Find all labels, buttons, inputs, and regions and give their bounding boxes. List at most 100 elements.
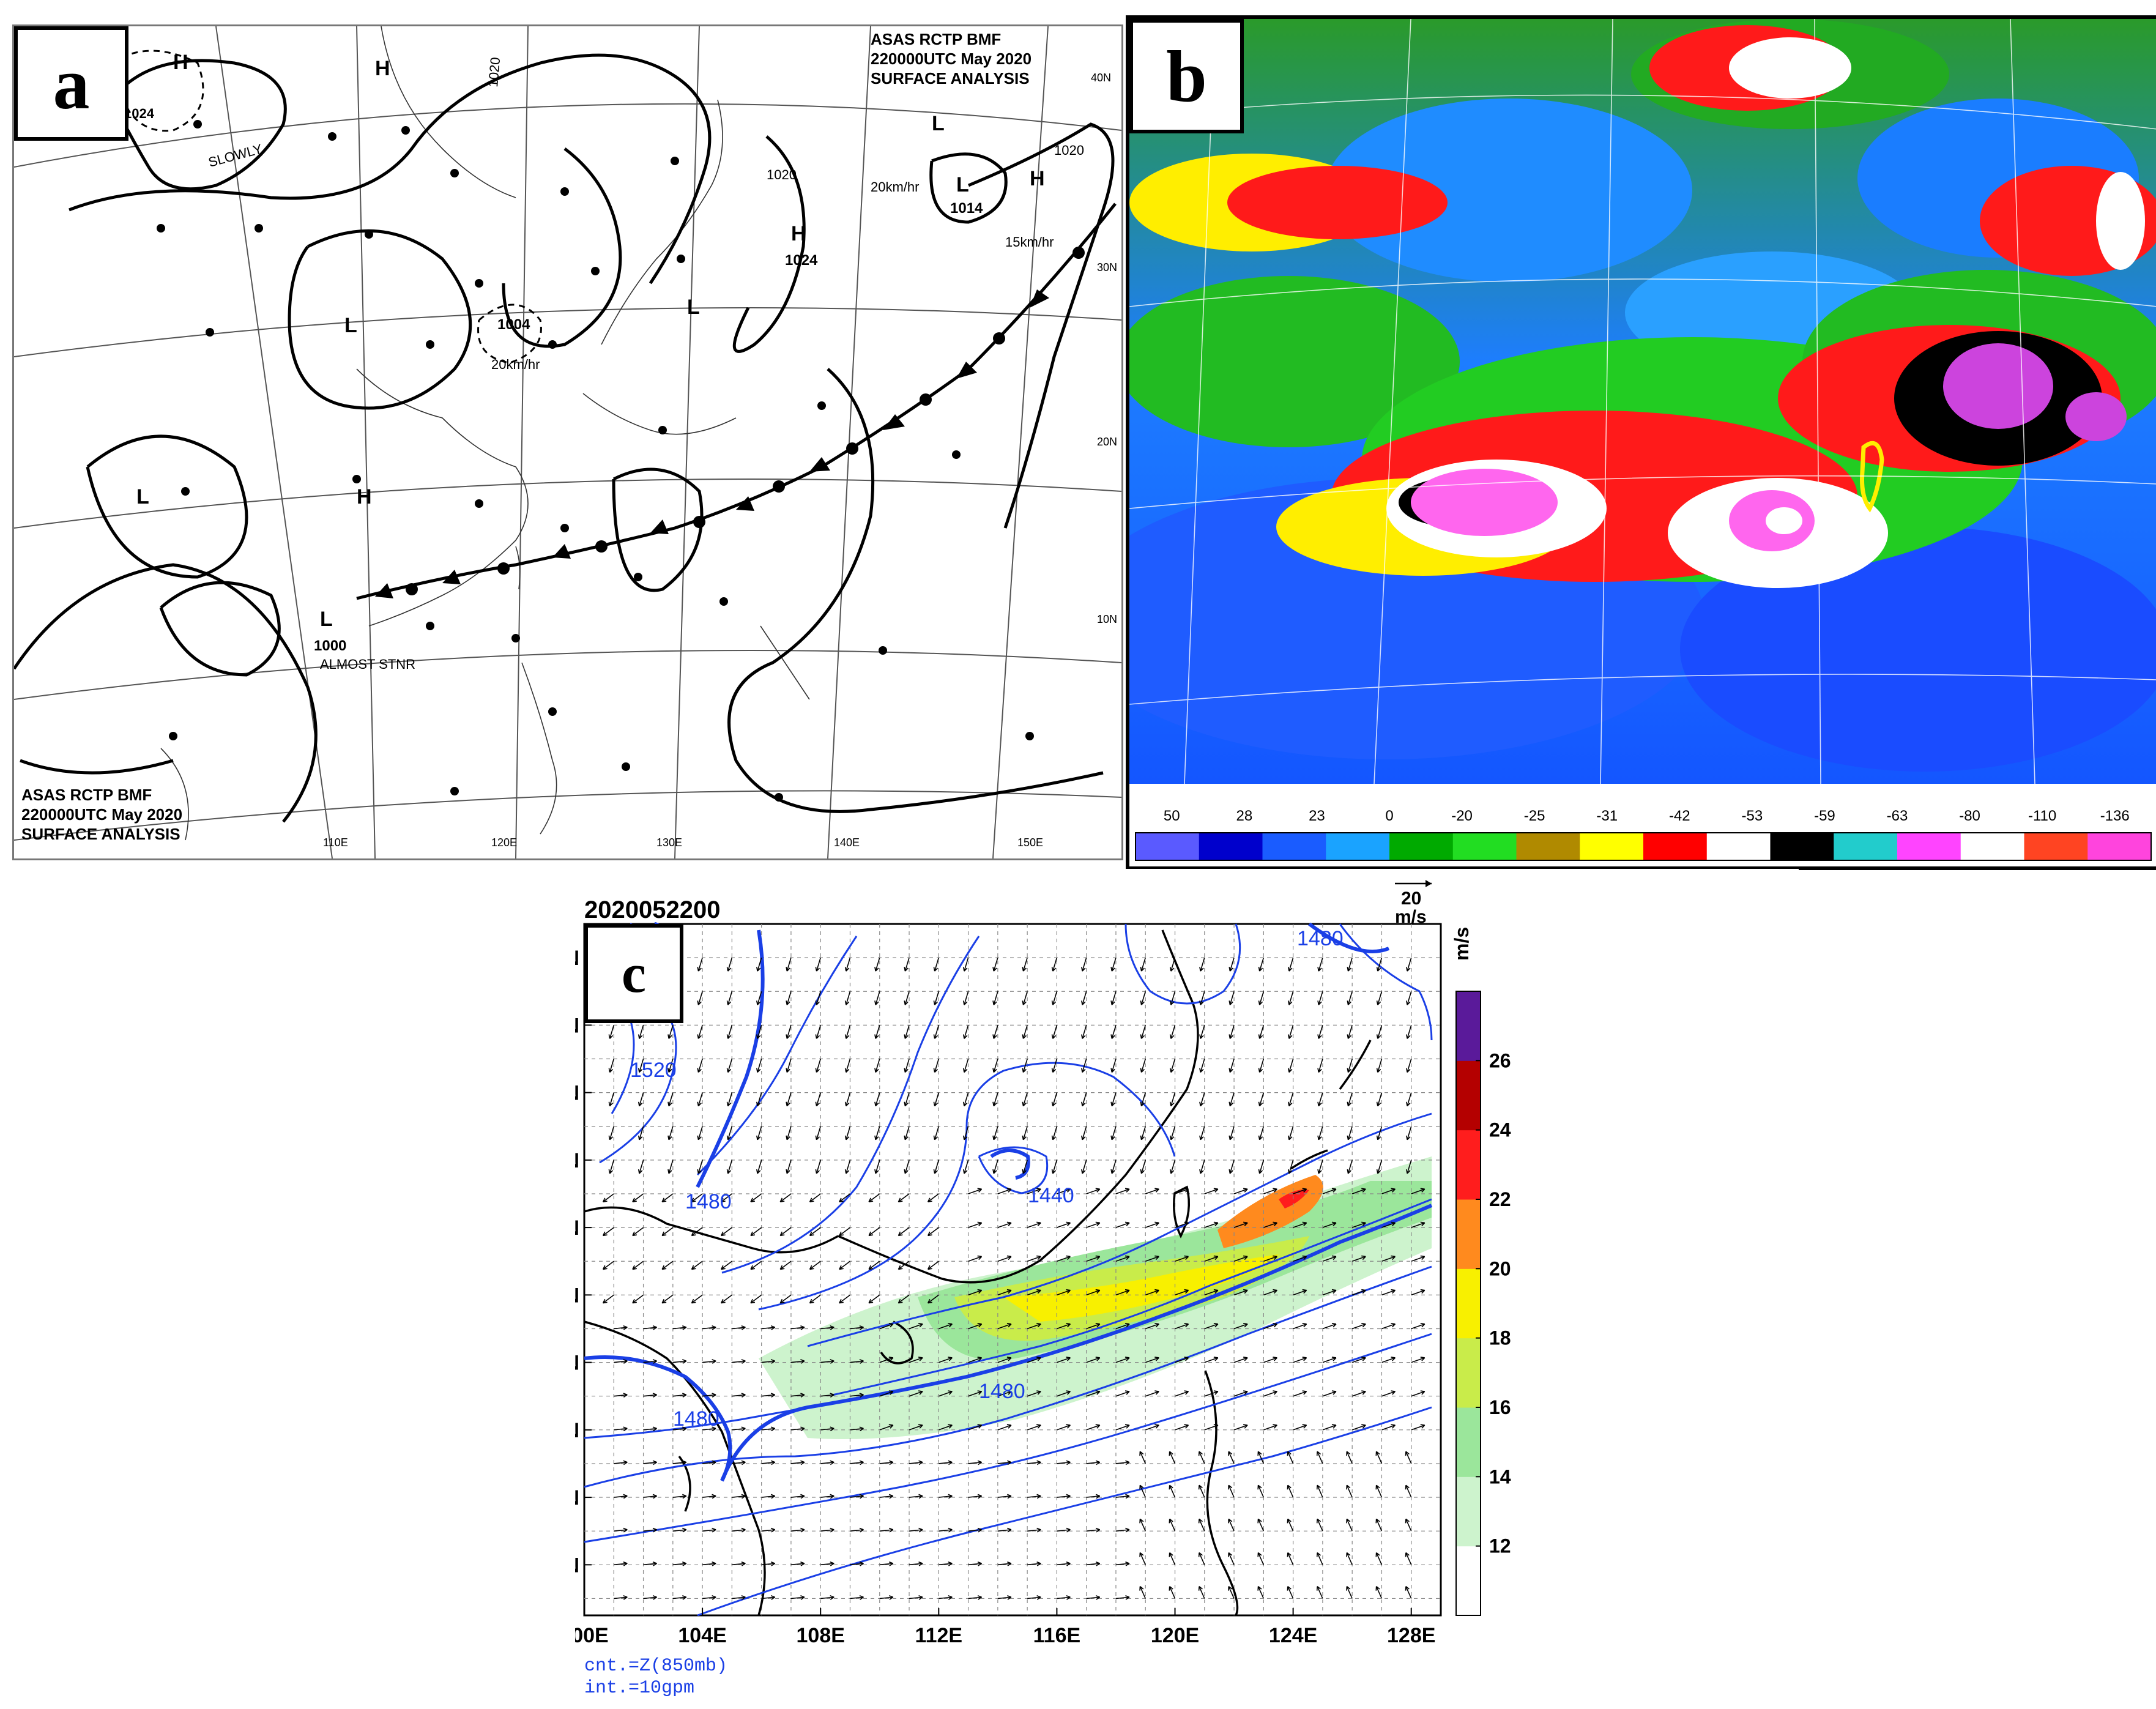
wind-arrow-head: [1036, 1188, 1041, 1190]
wind-arrow-head: [898, 1197, 901, 1202]
wind-arrow: [1022, 1059, 1028, 1073]
wind-arrow-head: [770, 1595, 775, 1598]
wind-arrow-head: [712, 1596, 716, 1600]
wind-arrow-head: [726, 1135, 729, 1140]
wind-arrow: [1317, 1519, 1323, 1532]
wind-arrow-head: [1036, 1357, 1041, 1358]
wind-arrow-head: [623, 1596, 628, 1600]
wind-arrow-head: [1022, 967, 1024, 972]
wind-arrow-head: [1051, 1101, 1054, 1106]
wind-arrow-head: [712, 1462, 716, 1465]
wind-arrow-head: [1244, 1188, 1248, 1193]
wind-arrow-head: [682, 1359, 687, 1362]
colorbar-segment: [1456, 1407, 1481, 1477]
wind-arrow: [1140, 1059, 1147, 1073]
wind-arrow: [1347, 1126, 1353, 1140]
wind-arrow-head: [830, 1462, 835, 1465]
wind-arrow-head: [1376, 1484, 1380, 1489]
wind-arrow: [1175, 1424, 1189, 1431]
wind-arrow: [997, 1256, 1012, 1262]
wind-arrow-head: [918, 1596, 923, 1600]
wind-arrow-head: [667, 1068, 670, 1073]
wind-arrow-head: [1331, 1357, 1337, 1358]
wind-arrow-head: [779, 1197, 783, 1202]
wind-arrow-head: [993, 1102, 997, 1107]
wind-arrow-head: [623, 1393, 628, 1396]
wind-arrow-head: [977, 1221, 982, 1224]
wind-arrow-head: [816, 1001, 820, 1005]
wind-arrow: [1318, 1160, 1323, 1174]
footer-line-3: SURFACE ANALYSIS: [21, 825, 180, 843]
wind-arrow-head: [1361, 1357, 1366, 1358]
center-l-1014: 1014: [950, 200, 983, 217]
wind-arrow: [820, 1563, 835, 1566]
wind-arrow: [1288, 1025, 1294, 1039]
wind-arrow-head: [1169, 1135, 1172, 1140]
wind-arrow: [898, 1260, 910, 1270]
wind-arrow-head: [1392, 1290, 1396, 1294]
wind-arrow-head: [727, 967, 732, 972]
wind-arrow-head: [1022, 1035, 1027, 1039]
wind-arrow: [997, 1563, 1011, 1566]
wind-arrow-head: [1303, 1256, 1307, 1260]
lat-tick-label: 26N: [575, 1149, 579, 1172]
colorbar-label: -25: [1524, 808, 1545, 824]
wind-arrow-head: [1139, 1451, 1144, 1455]
wind-arrow: [1057, 1324, 1071, 1330]
wind-arrow: [1204, 1424, 1219, 1431]
wind-arrow: [691, 1260, 703, 1270]
wind-arrow-head: [1007, 1596, 1012, 1600]
wind-arrow-head: [1199, 1451, 1203, 1455]
wind-arrow-head: [1259, 1102, 1263, 1107]
lat-label-40: 40N: [1091, 72, 1111, 84]
wind-arrow-head: [727, 1068, 732, 1073]
wind-arrow: [850, 1327, 864, 1330]
wind-arrow: [879, 1596, 893, 1599]
wind-arrow-head: [1362, 1424, 1366, 1429]
wind-arrow: [1375, 1451, 1383, 1464]
center-l-1004: 1004: [497, 316, 530, 333]
wind-arrow-head: [860, 1596, 864, 1600]
wind-arrow-head: [1288, 1170, 1293, 1174]
wind-arrow-head: [888, 1527, 894, 1530]
wind-arrow-head: [1229, 1170, 1233, 1174]
wind-arrow-head: [1082, 1102, 1086, 1107]
wind-arrow-head: [770, 1325, 775, 1328]
wind-arrow-head: [1228, 1518, 1233, 1522]
wind-arrow-head: [639, 1102, 643, 1107]
wind-arrow-head: [1392, 1324, 1396, 1328]
wind-arrow-head: [779, 1298, 783, 1303]
wind-arrow-head: [1273, 1221, 1277, 1224]
wind-arrow-head: [1124, 1188, 1130, 1190]
lat-tick-label: 20N: [575, 1352, 579, 1375]
wind-arrow: [1293, 1289, 1307, 1296]
wind-arrow-head: [1287, 1552, 1292, 1556]
lat-tick-label: 16N: [575, 1486, 579, 1510]
lat-label-20: 20N: [1097, 436, 1117, 448]
colorbar-label: 20: [1489, 1257, 1511, 1279]
wind-arrow-head: [1258, 1552, 1262, 1556]
wind-arrow-head: [1095, 1188, 1100, 1190]
wind-arrow: [643, 1529, 657, 1532]
wind-arrow: [1115, 1222, 1130, 1228]
wind-arrow-head: [816, 967, 820, 972]
wind-arrow-head: [1333, 1222, 1337, 1227]
wind-arrow-head: [1347, 1035, 1351, 1039]
lon-label-130: 130E: [656, 836, 682, 849]
wind-arrow-head: [948, 1596, 953, 1600]
wind-arrow: [727, 957, 733, 972]
lat-tick-label: 24N: [575, 1216, 579, 1240]
wind-arrow-head: [1125, 1494, 1130, 1497]
wind-arrow-head: [771, 1462, 776, 1465]
wind-arrow-head: [1140, 1000, 1142, 1005]
wind-arrow: [1381, 1424, 1396, 1431]
wind-arrow-head: [978, 1391, 983, 1395]
wind-arrow: [1169, 1586, 1176, 1599]
wind-arrow-head: [712, 1563, 716, 1566]
wind-arrow-head: [1154, 1188, 1159, 1190]
wind-arrow-head: [1169, 1552, 1173, 1556]
wind-arrow: [697, 1160, 703, 1174]
wind-arrow: [968, 1424, 982, 1431]
wind-arrow-head: [978, 1462, 983, 1465]
wind-arrow-head: [1331, 1221, 1337, 1224]
